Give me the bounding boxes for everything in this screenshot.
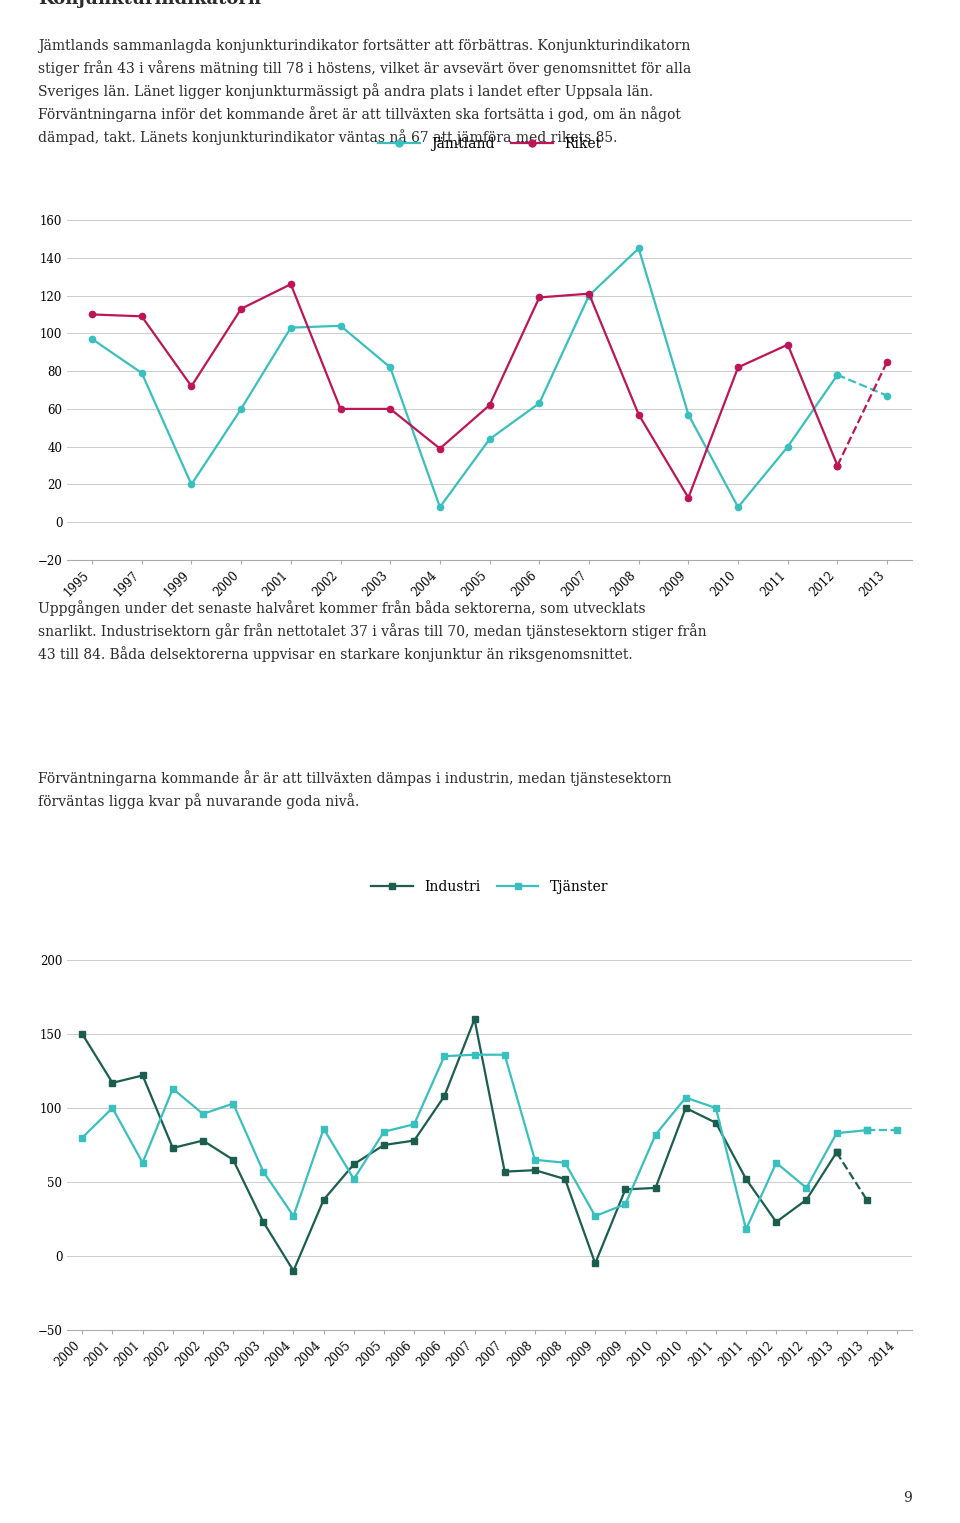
Text: 9: 9 bbox=[903, 1491, 912, 1505]
Text: Uppgången under det senaste halvåret kommer från båda sektorerna, som utvecklats: Uppgången under det senaste halvåret kom… bbox=[38, 600, 707, 663]
Text: Konjunkturindikatorn: Konjunkturindikatorn bbox=[38, 0, 261, 8]
Text: Förväntningarna kommande år är att tillväxten dämpas i industrin, medan tjänstes: Förväntningarna kommande år är att tillv… bbox=[38, 771, 672, 809]
Text: Jämtlands sammanlagda konjunkturindikator fortsätter att förbättras. Konjunkturi: Jämtlands sammanlagda konjunkturindikato… bbox=[38, 40, 691, 145]
Legend: Jämtland, Riket: Jämtland, Riket bbox=[372, 133, 607, 157]
Legend: Industri, Tjänster: Industri, Tjänster bbox=[366, 874, 613, 900]
